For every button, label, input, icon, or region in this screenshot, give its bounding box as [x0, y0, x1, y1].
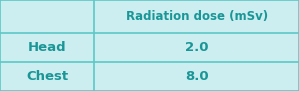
- Text: Radiation dose (mSv): Radiation dose (mSv): [126, 10, 268, 23]
- Text: 8.0: 8.0: [185, 70, 208, 83]
- Text: Chest: Chest: [26, 70, 68, 83]
- Text: Head: Head: [28, 41, 66, 54]
- Text: 2.0: 2.0: [185, 41, 208, 54]
